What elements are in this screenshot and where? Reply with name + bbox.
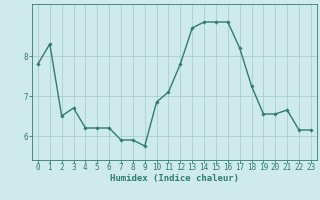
X-axis label: Humidex (Indice chaleur): Humidex (Indice chaleur) — [110, 174, 239, 183]
